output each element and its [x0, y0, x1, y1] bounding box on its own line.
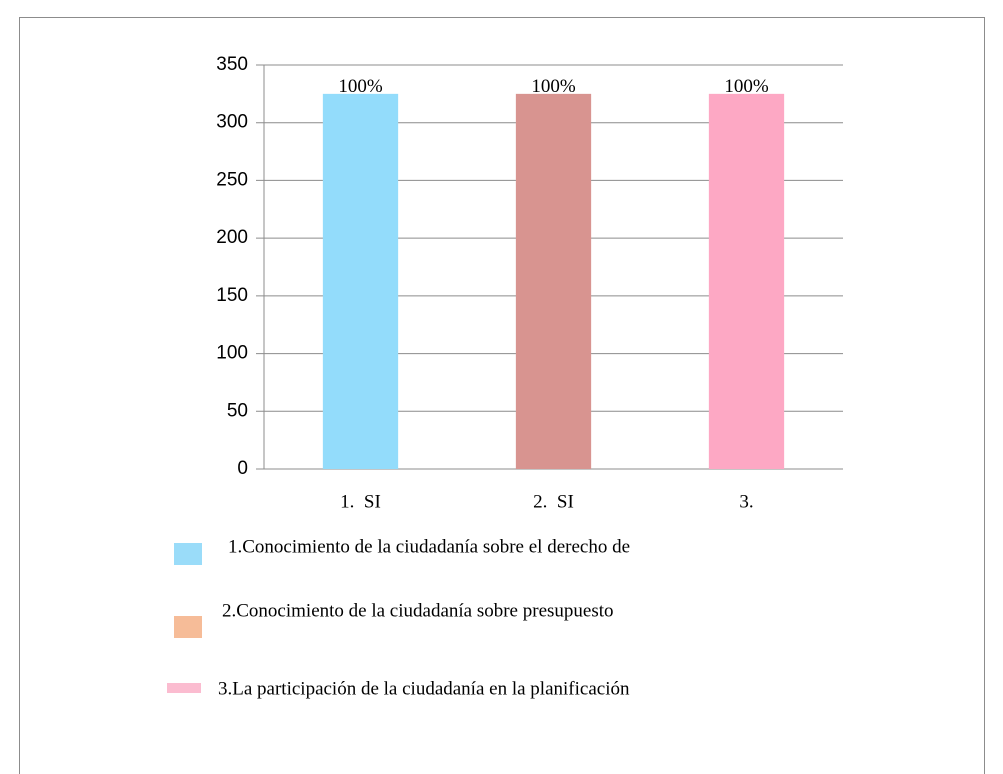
legend-swatch [174, 616, 202, 638]
data-label: 100% [531, 76, 576, 97]
x-tick-label: 2. SI [533, 491, 574, 512]
legend-label: 1.Conocimiento de la ciudadanía sobre el… [228, 536, 630, 557]
y-tick-label: 100 [216, 343, 248, 364]
y-tick-label: 50 [227, 400, 248, 421]
y-tick-label: 150 [216, 285, 248, 306]
y-tick-label: 300 [216, 112, 248, 133]
y-tick-label: 350 [216, 54, 248, 75]
legend-swatch [167, 683, 201, 693]
x-tick-label: 3. [739, 491, 753, 512]
data-label: 100% [724, 76, 769, 97]
frame [19, 17, 985, 774]
bar [708, 93, 785, 469]
data-label: 100% [338, 76, 383, 97]
bar [515, 93, 592, 469]
y-tick-label: 200 [216, 227, 248, 248]
legend-label: 2.Conocimiento de la ciudadanía sobre pr… [222, 600, 614, 621]
legend-label: 3.La participación de la ciudadanía en l… [218, 678, 630, 699]
legend-swatch [174, 543, 202, 565]
y-tick-label: 0 [237, 458, 248, 479]
x-tick-label: 1. SI [340, 491, 381, 512]
y-tick-label: 250 [216, 169, 248, 190]
bar [322, 93, 399, 469]
